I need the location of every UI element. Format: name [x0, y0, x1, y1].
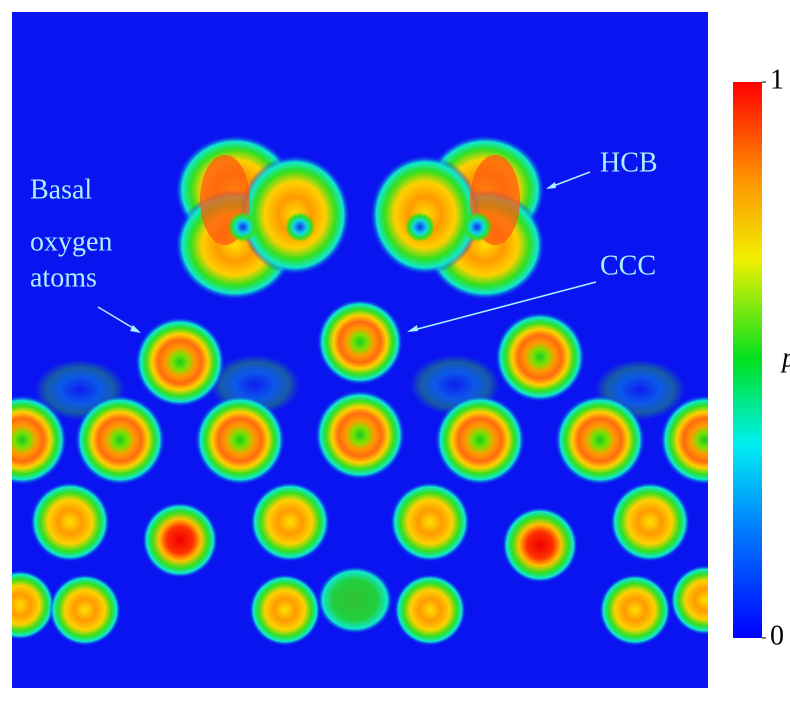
density-hole [228, 212, 258, 242]
annotation: CCC [600, 250, 656, 281]
atom-density [317, 299, 403, 385]
colorbar-tick-label: 1 [770, 64, 784, 95]
density-hole [285, 212, 315, 242]
atom-density [495, 312, 585, 402]
density-hole [405, 212, 435, 242]
atom-density [317, 566, 393, 634]
page: p HCB CCC Basal oxygen atoms 01 (() => {… [0, 0, 790, 702]
annotation: atoms [30, 262, 97, 293]
atom-density [599, 574, 671, 646]
atom-density [394, 574, 466, 646]
colorbar [733, 82, 762, 638]
atom-density [195, 395, 285, 485]
atom-density [502, 507, 578, 583]
colorbar-label: p [780, 342, 790, 373]
atom-density [30, 482, 110, 562]
atom-density [610, 482, 690, 562]
density-hole [462, 212, 492, 242]
annotation: oxygen [30, 226, 112, 257]
annotation: HCB [600, 147, 658, 178]
annotation: Basal [30, 174, 92, 205]
figure: p HCB CCC Basal oxygen atoms 0 1 [0, 0, 790, 702]
atom-density [250, 482, 330, 562]
atom-density [390, 482, 470, 562]
atom-density [135, 317, 225, 407]
colorbar-tick-label: 0 [770, 620, 784, 651]
atom-density [670, 565, 740, 635]
atom-density [435, 395, 525, 485]
atom-density [75, 395, 165, 485]
atom-density [555, 395, 645, 485]
atom-density [249, 574, 321, 646]
atom-density [315, 390, 405, 480]
atom-density [49, 574, 121, 646]
atom-density [142, 502, 218, 578]
